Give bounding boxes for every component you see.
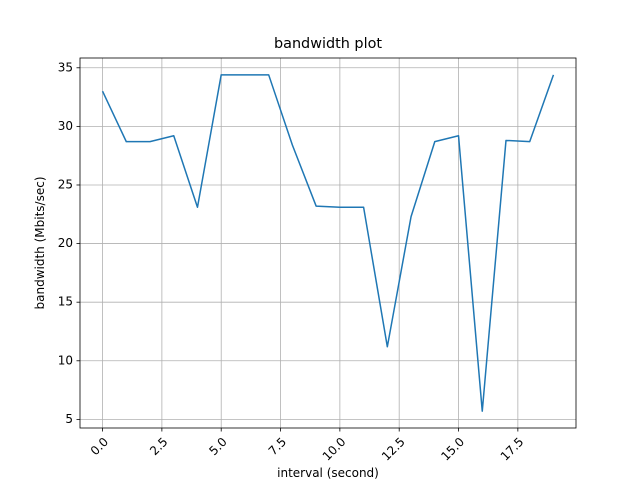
x-axis-label: interval (second) <box>277 466 379 480</box>
y-tick-label: 35 <box>58 60 73 74</box>
y-tick-label: 10 <box>58 353 73 367</box>
chart-title: bandwidth plot <box>274 36 382 52</box>
data-line <box>101 74 555 412</box>
plot-frame <box>79 57 577 429</box>
y-tick-label: 20 <box>58 236 73 250</box>
y-axis-label: bandwidth (Mbits/sec) <box>33 177 47 310</box>
y-tick-label: 30 <box>58 119 73 133</box>
y-tick-label: 25 <box>58 177 73 191</box>
y-tick-label: 15 <box>58 295 73 309</box>
y-tick-label: 5 <box>65 412 73 426</box>
